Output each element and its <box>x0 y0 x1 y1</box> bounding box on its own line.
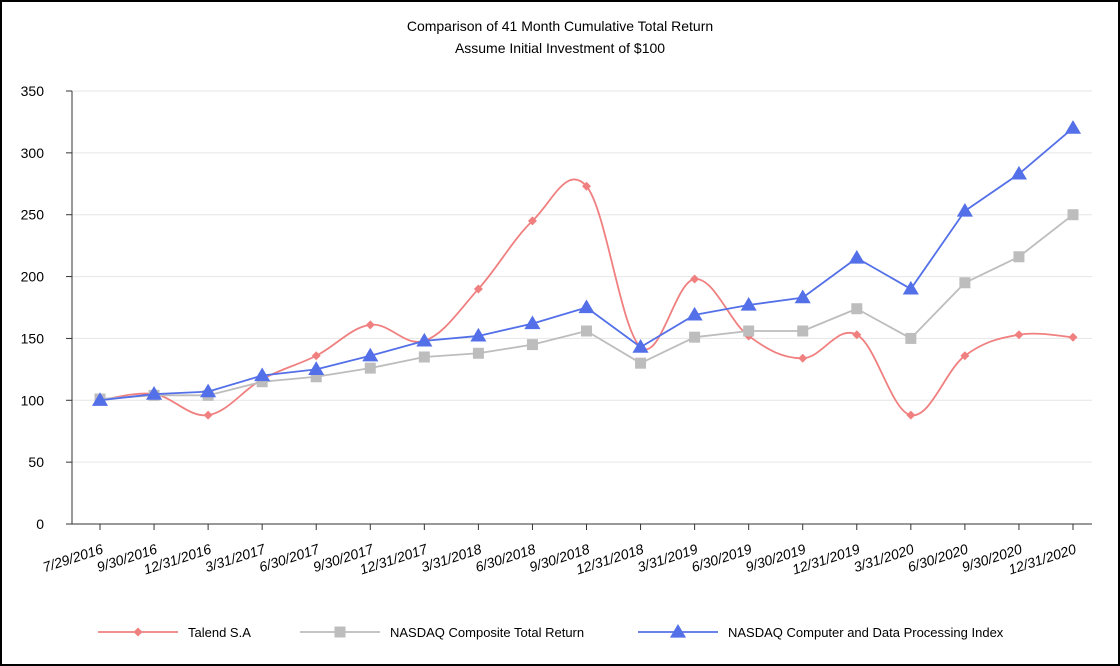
x-tick-label: 3/31/2019 <box>635 541 699 576</box>
data-point-s3 <box>848 249 865 264</box>
data-point-s2 <box>635 357 647 369</box>
data-point-s3 <box>632 339 649 353</box>
data-point-s1 <box>690 274 700 284</box>
data-point-s2 <box>526 339 538 351</box>
y-tick-label: 50 <box>28 454 44 470</box>
x-tick-label: 3/31/2017 <box>203 540 268 575</box>
y-tick-label: 250 <box>21 207 45 223</box>
data-point-s1 <box>311 351 321 361</box>
y-tick-label: 150 <box>21 330 45 346</box>
data-point-s2 <box>418 351 430 363</box>
legend-label-2: NASDAQ Composite Total Return <box>390 625 584 640</box>
data-point-s1 <box>852 330 862 340</box>
chart-subtitle: Assume Initial Investment of $100 <box>454 40 666 56</box>
data-point-s2 <box>959 277 971 289</box>
legend-marker-2 <box>334 626 346 638</box>
data-point-s3 <box>1010 165 1027 180</box>
data-point-s2 <box>364 362 376 374</box>
y-tick-label: 100 <box>21 392 45 408</box>
y-tick-label: 350 <box>21 83 45 99</box>
data-point-s1 <box>203 410 213 420</box>
data-point-s3 <box>362 347 379 362</box>
data-point-s1 <box>1014 330 1024 340</box>
data-point-s1 <box>582 181 591 191</box>
data-point-s3 <box>686 306 703 321</box>
data-point-s1 <box>1068 332 1078 342</box>
legend-label-3: NASDAQ Computer and Data Processing Inde… <box>728 625 1004 640</box>
series-line-3 <box>99 127 1074 402</box>
data-point-s1 <box>906 410 916 420</box>
data-point-s3 <box>740 296 757 311</box>
y-tick-label: 200 <box>21 269 45 285</box>
data-point-s2 <box>689 331 701 343</box>
chart-title: Comparison of 41 Month Cumulative Total … <box>406 18 714 34</box>
legend-marker-1 <box>133 627 143 637</box>
data-point-s3 <box>91 392 109 406</box>
x-tick-label: 7/29/2016 <box>41 541 105 576</box>
x-tick-label: 6/30/2020 <box>906 541 970 576</box>
data-point-s1 <box>960 351 970 361</box>
x-tick-label: 3/31/2020 <box>852 541 916 576</box>
data-point-s2 <box>581 325 592 337</box>
data-point-s3 <box>200 383 217 398</box>
data-point-s3 <box>902 280 919 295</box>
data-point-s3 <box>308 361 325 375</box>
data-point-s3 <box>254 367 271 382</box>
legend-label-1: Talend S.A <box>188 625 251 640</box>
data-point-s1 <box>527 216 537 226</box>
data-point-s3 <box>1064 120 1082 134</box>
data-point-s2 <box>851 303 863 315</box>
x-tick-label: 6/30/2017 <box>257 540 322 575</box>
data-point-s3 <box>794 289 811 304</box>
data-point-s3 <box>956 202 973 217</box>
data-point-s2 <box>1013 251 1025 263</box>
data-point-s1 <box>365 320 375 330</box>
data-point-s2 <box>256 376 268 388</box>
x-tick-label: 6/30/2018 <box>473 541 537 576</box>
data-point-s2 <box>797 325 809 337</box>
data-point-s1 <box>473 284 483 294</box>
data-point-s3 <box>416 332 433 347</box>
data-point-s2 <box>310 371 322 383</box>
data-point-s2 <box>1067 209 1079 221</box>
data-point-s2 <box>743 325 755 337</box>
data-point-s1 <box>798 353 808 363</box>
data-point-s2 <box>472 347 484 359</box>
data-point-s3 <box>578 299 595 314</box>
data-point-s2 <box>905 332 917 344</box>
legend-marker-3 <box>669 623 687 638</box>
data-point-s3 <box>470 327 487 342</box>
data-point-s3 <box>524 315 541 330</box>
y-tick-label: 0 <box>36 516 44 532</box>
y-tick-label: 300 <box>21 145 45 161</box>
x-tick-label: 3/31/2018 <box>419 541 483 576</box>
data-point-s3 <box>146 386 163 400</box>
x-tick-label: 6/30/2019 <box>689 541 753 576</box>
